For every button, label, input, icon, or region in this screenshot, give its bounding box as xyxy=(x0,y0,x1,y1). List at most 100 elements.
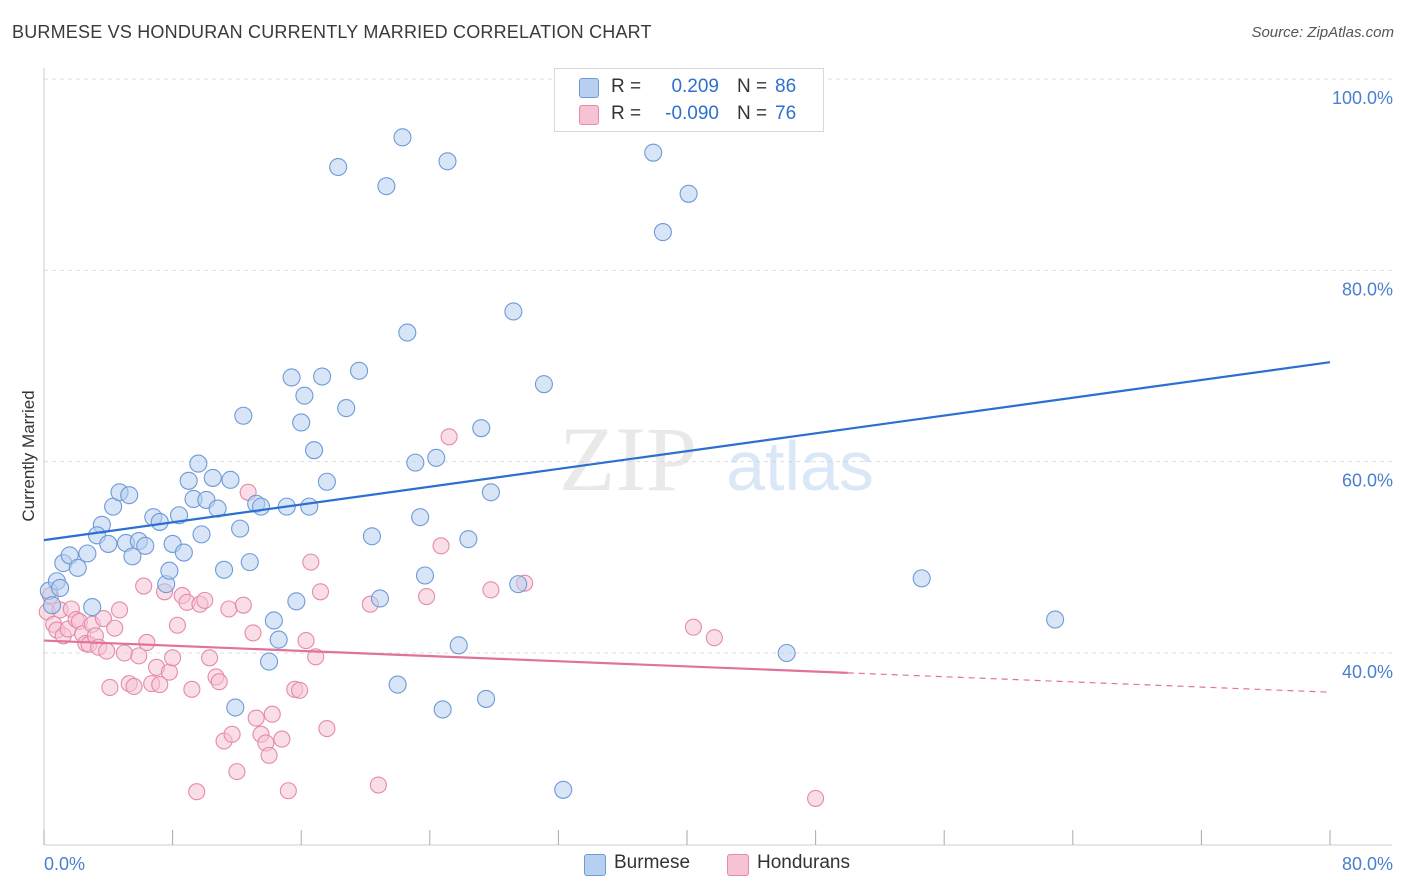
hondurans-point xyxy=(273,730,291,748)
chart-title: BURMESE VS HONDURAN CURRENTLY MARRIED CO… xyxy=(12,22,652,42)
y-tick-label: 40.0% xyxy=(1342,662,1393,682)
burmese-point xyxy=(406,453,425,472)
burmese-point xyxy=(234,406,253,425)
watermark: ZIP atlas xyxy=(559,408,874,510)
legend-row-burmese: R = 0.209 N = 86 xyxy=(555,74,823,100)
r-value: 0.209 xyxy=(671,76,719,97)
burmese-point xyxy=(362,527,381,546)
hondurans-trend-line xyxy=(43,639,848,674)
hondurans-point xyxy=(130,647,148,665)
hondurans-point xyxy=(302,553,320,571)
burmese-point xyxy=(313,367,332,386)
hondurans-point xyxy=(807,789,825,807)
burmese-point xyxy=(415,566,435,585)
burmese-point xyxy=(534,375,553,394)
hondurans-point xyxy=(106,619,124,637)
data-points xyxy=(38,128,1065,807)
burmese-point xyxy=(78,544,97,563)
burmese-point xyxy=(51,578,70,597)
burmese-point xyxy=(68,558,87,577)
hondurans-point xyxy=(210,673,228,691)
burmese-point xyxy=(317,472,336,491)
x-tick-label: 0.0% xyxy=(44,854,85,874)
burmese-point xyxy=(83,598,102,617)
burmese-point xyxy=(679,184,698,203)
hondurans-point xyxy=(684,618,702,636)
hondurans-point xyxy=(432,537,450,555)
burmese-point xyxy=(459,530,478,549)
burmese-point xyxy=(282,368,301,387)
burmese-point xyxy=(433,700,452,719)
hondurans-point xyxy=(94,610,113,628)
hondurans-point xyxy=(279,782,297,800)
burmese-point xyxy=(292,413,311,432)
x-tick-label: 80.0% xyxy=(1342,854,1393,874)
burmese-point xyxy=(305,441,324,460)
burmese-point xyxy=(42,596,62,615)
burmese-point xyxy=(160,561,179,580)
burmese-point xyxy=(251,497,271,516)
burmese-point xyxy=(504,302,523,321)
hondurans-point xyxy=(369,776,387,794)
hondurans-point xyxy=(111,601,129,619)
hondurans-point xyxy=(247,709,265,727)
n-label: N = xyxy=(737,76,768,97)
y-tick-labels: 40.0% 60.0% 80.0% 100.0% xyxy=(1332,88,1393,682)
hondurans-point xyxy=(260,746,278,764)
burmese-point xyxy=(398,323,417,342)
hondurans-point xyxy=(297,632,315,650)
burmese-point xyxy=(644,143,663,162)
y-tick-label: 100.0% xyxy=(1332,88,1393,108)
burmese-point xyxy=(287,592,306,611)
hondurans-point xyxy=(307,648,325,666)
hondurans-point xyxy=(188,783,206,801)
hondurans-point xyxy=(244,624,262,642)
burmese-point xyxy=(393,128,412,147)
hondurans-trend-extrapolation xyxy=(847,672,1331,693)
burmese-point xyxy=(203,468,222,487)
burmese-point xyxy=(653,223,672,242)
hondurans-swatch xyxy=(727,854,749,876)
burmese-point xyxy=(120,486,139,505)
burmese-point xyxy=(150,512,169,531)
hondurans-point xyxy=(318,720,336,738)
hondurans-point xyxy=(168,616,186,634)
burmese-point xyxy=(377,177,396,196)
burmese-point xyxy=(350,361,369,380)
legend-row-hondurans: R = -0.090 N = 76 xyxy=(555,101,823,127)
burmese-point xyxy=(179,471,198,490)
axes xyxy=(43,68,1392,846)
burmese-swatch xyxy=(584,854,606,876)
burmese-point xyxy=(214,560,234,579)
hondurans-point xyxy=(196,591,214,609)
hondurans-point xyxy=(263,705,281,723)
burmese-point xyxy=(411,508,430,527)
hondurans-point xyxy=(223,725,241,743)
hondurans-point xyxy=(291,681,309,699)
hondurans-point xyxy=(160,663,178,681)
burmese-point xyxy=(554,780,573,799)
burmese-point xyxy=(259,652,279,671)
hondurans-point xyxy=(183,680,201,698)
hondurans-point xyxy=(440,428,458,446)
burmese-point xyxy=(295,386,314,405)
burmese-point xyxy=(388,675,407,694)
burmese-point xyxy=(777,643,796,663)
hondurans-point xyxy=(135,577,153,595)
n-value: 86 xyxy=(775,76,797,97)
burmese-swatch xyxy=(579,78,599,98)
burmese-point xyxy=(221,470,240,489)
hondurans-point xyxy=(482,581,500,599)
burmese-point xyxy=(136,536,155,555)
burmese-point xyxy=(337,399,356,418)
legend-label: Burmese xyxy=(614,852,691,873)
burmese-point xyxy=(174,543,193,562)
watermark-atlas: atlas xyxy=(726,427,874,505)
burmese-point xyxy=(1046,610,1065,629)
n-value: 76 xyxy=(775,103,797,124)
burmese-point xyxy=(189,454,208,473)
burmese-point xyxy=(509,575,528,594)
hondurans-point xyxy=(151,676,169,694)
hondurans-point xyxy=(125,677,143,696)
